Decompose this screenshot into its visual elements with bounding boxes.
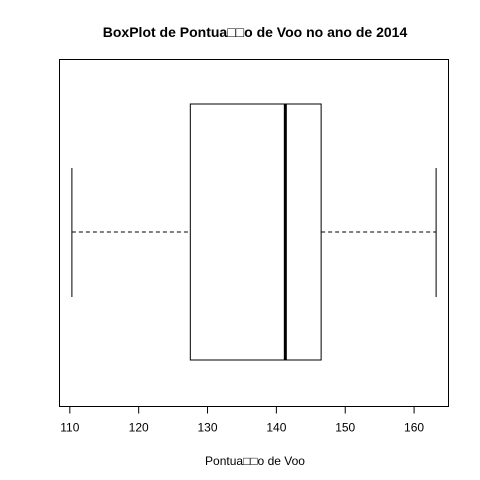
box-iqr bbox=[189, 103, 322, 361]
boxplot-marks bbox=[71, 103, 437, 361]
chart-title: BoxPlot de Pontua□□o de Voo no ano de 20… bbox=[103, 24, 408, 40]
x-tick-label-150: 150 bbox=[335, 421, 355, 435]
x-tick-label-120: 120 bbox=[129, 421, 149, 435]
x-axis: 110 120 130 140 150 160 bbox=[60, 406, 424, 435]
x-tick-label-140: 140 bbox=[266, 421, 286, 435]
x-tick-label-130: 130 bbox=[198, 421, 218, 435]
x-tick-label-110: 110 bbox=[60, 421, 79, 435]
x-axis-label: Pontua□□o de Voo bbox=[205, 454, 305, 468]
x-tick-label-160: 160 bbox=[404, 421, 424, 435]
